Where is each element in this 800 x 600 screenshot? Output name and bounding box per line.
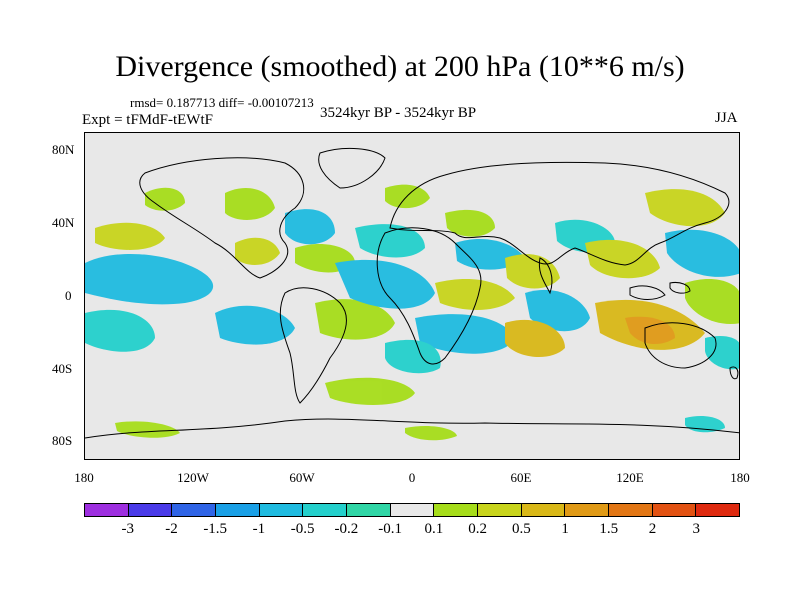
period-label: 3524kyr BP - 3524kyr BP <box>320 105 477 121</box>
colorbar-swatch <box>85 504 129 516</box>
colorbar-swatch <box>172 504 217 516</box>
colorbar-swatch <box>347 504 391 516</box>
divergence-map <box>84 132 740 460</box>
x-tick-180w: 180 <box>74 470 94 485</box>
colorbar-label: -0.5 <box>290 521 315 537</box>
colorbar-swatch <box>521 504 566 516</box>
x-tick-180e: 180 <box>730 470 750 485</box>
x-tick-60e: 60E <box>510 470 532 485</box>
colorbar-swatch <box>259 504 304 516</box>
colorbar-swatch <box>390 504 435 516</box>
x-tick-60w: 60W <box>289 470 315 485</box>
colorbar-label: -1 <box>252 521 266 537</box>
colorbar-swatch <box>609 504 653 516</box>
colorbar-label: 3 <box>692 521 701 537</box>
colorbar-swatch <box>303 504 348 516</box>
plot-title: Divergence (smoothed) at 200 hPa (10**6 … <box>115 50 685 83</box>
divergence-field <box>85 184 739 441</box>
coastlines <box>85 148 739 439</box>
colorbar-swatch <box>216 504 260 516</box>
colorbar-label: 0.1 <box>424 521 444 537</box>
colorbar-label: 0.2 <box>468 521 487 537</box>
rmsd-stats: rmsd= 0.187713 diff= -0.00107213 <box>130 95 314 110</box>
colorbar-label: -0.1 <box>378 521 402 537</box>
colorbar-label: -1.5 <box>203 521 228 537</box>
y-tick-80s: 80S <box>52 433 73 448</box>
colorbar-label: 0.5 <box>511 521 531 537</box>
colorbar-label: -3 <box>121 521 134 537</box>
y-tick-80n: 80N <box>52 142 75 157</box>
colorbar-swatch <box>565 504 610 516</box>
y-tick-0: 0 <box>65 288 72 303</box>
y-tick-40n: 40N <box>52 215 75 230</box>
colorbar-swatch <box>434 504 479 516</box>
x-tick-120e: 120E <box>616 470 644 485</box>
colorbar <box>84 503 740 517</box>
colorbar-label: -2 <box>165 521 178 537</box>
x-tick-120w: 120W <box>177 470 209 485</box>
experiment-label: Expt = tFMdF-tEWtF <box>82 112 213 128</box>
colorbar-swatch <box>478 504 522 516</box>
colorbar-label: 1 <box>561 521 569 537</box>
map-canvas <box>85 148 739 441</box>
colorbar-label: 2 <box>648 521 657 537</box>
colorbar-swatch <box>128 504 173 516</box>
colorbar-swatch <box>652 504 697 516</box>
colorbar-label: 1.5 <box>599 521 619 537</box>
y-tick-40s: 40S <box>52 361 73 376</box>
x-tick-0: 0 <box>408 470 416 485</box>
season-label: JJA <box>715 110 738 126</box>
colorbar-swatch <box>696 504 740 516</box>
colorbar-label: -0.2 <box>334 521 359 537</box>
